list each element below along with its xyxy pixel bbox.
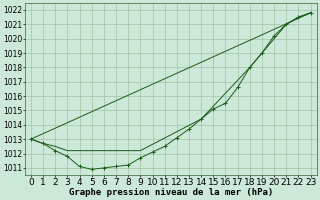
X-axis label: Graphe pression niveau de la mer (hPa): Graphe pression niveau de la mer (hPa) <box>68 188 273 197</box>
